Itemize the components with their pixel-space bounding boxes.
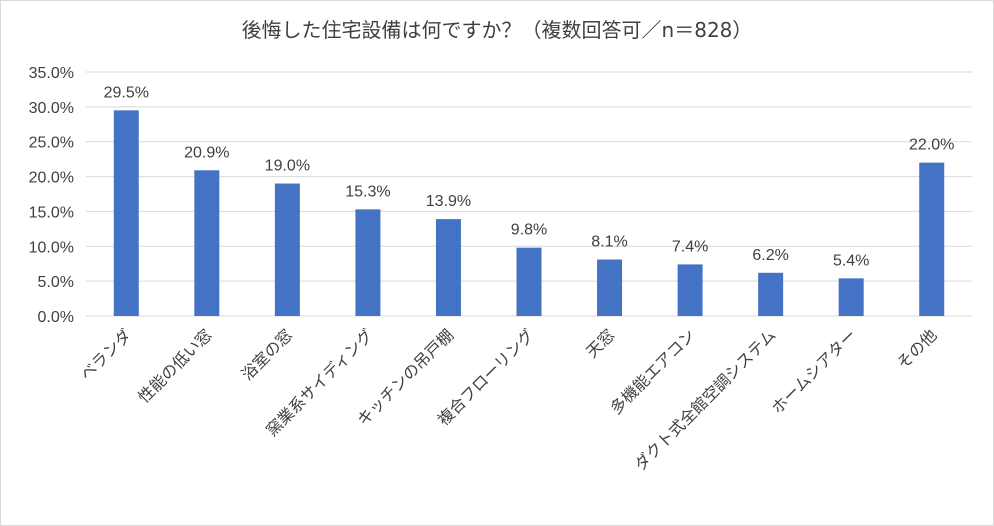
y-tick-label: 10.0% bbox=[29, 239, 74, 256]
category-label: ホームシアター bbox=[768, 325, 860, 417]
data-label: 15.3% bbox=[345, 183, 390, 200]
data-label: 22.0% bbox=[909, 137, 954, 154]
data-label: 13.9% bbox=[426, 193, 471, 210]
bar bbox=[516, 247, 542, 316]
bar bbox=[355, 209, 381, 316]
y-tick-label: 0.0% bbox=[38, 309, 74, 326]
data-label: 8.1% bbox=[591, 234, 627, 251]
bar bbox=[758, 272, 784, 316]
data-label: 7.4% bbox=[672, 238, 708, 255]
category-label: 浴室の窓 bbox=[237, 325, 296, 384]
y-tick-label: 30.0% bbox=[29, 100, 74, 117]
data-label: 5.4% bbox=[833, 252, 869, 269]
y-tick-label: 15.0% bbox=[29, 204, 74, 221]
bar bbox=[113, 110, 139, 316]
chart-title: 後悔した住宅設備は何ですか？（複数回答可／n＝828） bbox=[241, 18, 753, 42]
category-label: 性能の低い窓 bbox=[134, 325, 215, 406]
y-tick-label: 35.0% bbox=[29, 65, 74, 82]
data-label: 29.5% bbox=[104, 84, 149, 101]
bar bbox=[677, 264, 703, 316]
category-label: 天窓 bbox=[582, 325, 618, 361]
y-tick-label: 20.0% bbox=[29, 170, 74, 187]
data-label: 9.8% bbox=[511, 222, 547, 239]
y-tick-label: 25.0% bbox=[29, 135, 74, 152]
bar bbox=[435, 219, 461, 316]
bar bbox=[194, 170, 220, 316]
category-label: ダクト式全館空調システム bbox=[631, 325, 780, 474]
bar bbox=[597, 259, 623, 316]
bar bbox=[274, 183, 300, 316]
bar bbox=[838, 278, 864, 316]
data-label: 20.9% bbox=[184, 144, 229, 161]
data-label: 19.0% bbox=[265, 158, 310, 175]
data-label: 6.2% bbox=[752, 247, 788, 264]
category-label: 多機能エアコン bbox=[606, 325, 699, 418]
bar bbox=[919, 162, 945, 316]
category-label: ベランダ bbox=[76, 325, 135, 384]
y-tick-label: 5.0% bbox=[38, 274, 74, 291]
category-label: その他 bbox=[893, 325, 940, 372]
